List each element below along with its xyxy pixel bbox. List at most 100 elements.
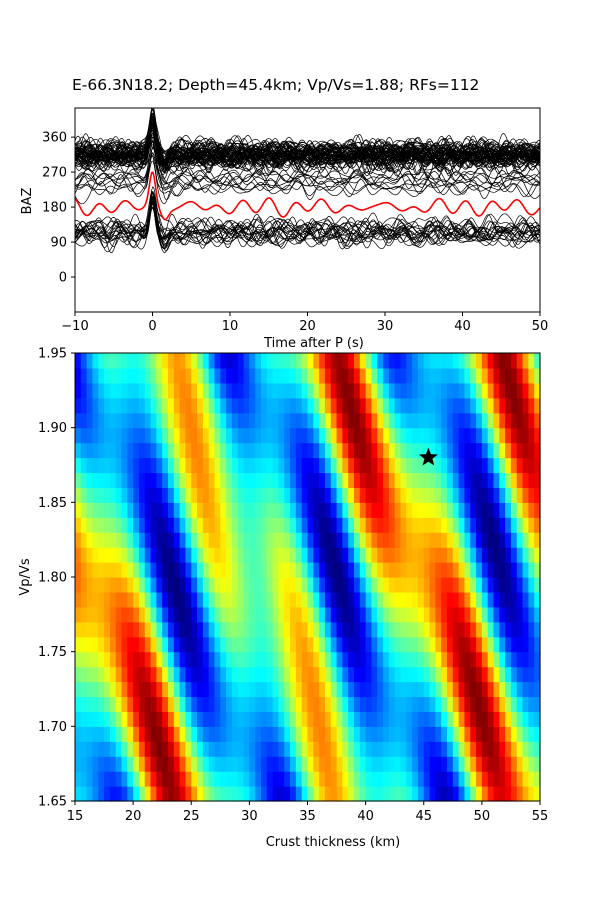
hk-heatmap-cell [150,741,157,757]
hk-heatmap-cell [133,651,140,668]
hk-heatmap-cell [237,726,245,742]
hk-heatmap-cell [481,427,489,444]
hk-heatmap-cell [336,367,343,384]
hk-heatmap-cell [86,382,94,399]
hk-heatmap-cell [336,651,343,668]
hk-heatmap-cell [458,412,466,429]
hk-heatmap-cell [400,517,407,533]
hk-heatmap-cell [133,681,140,698]
hk-heatmap-cell [261,591,268,608]
hk-heatmap-cell [173,517,181,533]
hk-heatmap-cell [80,606,88,623]
hk-heatmap-cell [470,711,477,727]
hk-heatmap-cell [476,427,483,444]
hk-heatmap-cell [441,353,448,369]
rf-y-tick-label: 270 [42,166,67,181]
hk-heatmap-cell [214,726,221,742]
hk-heatmap-cell [301,591,309,608]
hk-heatmap-cell [284,412,291,429]
hk-heatmap-cell [208,382,216,399]
hk-heatmap-cell [534,442,541,459]
hk-heatmap-cell [208,397,216,414]
hk-heatmap-cell [261,681,268,698]
hk-heatmap-cell [510,756,518,772]
hk-heatmap-cell [173,562,181,578]
hk-heatmap-cell [359,606,367,623]
hk-heatmap-cell [173,786,181,802]
hk-heatmap-cell [249,726,256,742]
hk-heatmap-cell [412,591,419,608]
hk-heatmap-cell [290,726,297,742]
hk-heatmap-cell [98,591,105,608]
hk-heatmap-cell [214,487,221,503]
hk-heatmap-cell [528,562,535,578]
hk-heatmap-cell [528,756,535,772]
hk-heatmap-cell [255,457,262,474]
hk-heatmap-cell [377,353,384,369]
hk-heatmap-cell [319,562,326,578]
hk-heatmap-cell [249,353,256,369]
hk-heatmap-cell [470,771,477,787]
hk-heatmap-cell [354,577,361,593]
hk-heatmap-cell [359,591,367,608]
hk-heatmap-cell [348,606,355,623]
hk-heatmap-cell [371,577,378,593]
hk-heatmap-cell [377,427,384,444]
hk-heatmap-cell [179,562,187,578]
hk-heatmap-cell [534,771,541,787]
hk-heatmap-cell [447,532,454,548]
hk-heatmap-cell [528,741,535,757]
hk-heatmap-cell [354,786,361,802]
hk-heatmap-cell [313,606,320,623]
hk-heatmap-cell [354,367,361,384]
hk-heatmap-cell [365,756,373,772]
hk-heatmap-cell [179,577,187,593]
hk-heatmap-cell [231,621,239,638]
hk-heatmap-cell [388,442,396,459]
hk-heatmap-cell [86,606,94,623]
hk-heatmap-cell [162,771,169,787]
hk-heatmap-cell [214,532,221,548]
hk-heatmap-cell [115,741,123,757]
hk-heatmap-cell [510,457,518,474]
hk-heatmap-cell [319,412,326,429]
hk-heatmap-cell [307,786,314,802]
hk-heatmap-cell [86,532,94,548]
hk-heatmap-cell [307,547,314,563]
hk-heatmap-cell [324,651,332,668]
hk-heatmap-cell [115,427,123,444]
hk-heatmap-cell [266,487,274,503]
hk-heatmap-cell [365,666,373,683]
hk-heatmap-cell [237,472,245,488]
hk-heatmap-cell [313,397,320,414]
hk-heatmap-cell [75,367,82,384]
hk-heatmap-cell [365,547,373,563]
hk-heatmap-cell [330,771,338,787]
rf-trace-line [75,141,540,172]
hk-heatmap-cell [127,382,134,399]
hk-heatmap-cell [173,651,181,668]
hk-heatmap-cell [284,472,291,488]
hk-heatmap-cell [237,532,245,548]
hk-heatmap-cell [336,397,343,414]
hk-heatmap-cell [359,681,367,698]
hk-heatmap-cell [476,756,483,772]
hk-heatmap-cell [168,741,175,757]
hk-heatmap-cell [301,636,309,653]
hk-heatmap-cell [493,786,500,802]
hk-heatmap-cell [487,562,495,578]
hk-heatmap-cell [365,382,373,399]
hk-heatmap-cell [354,532,361,548]
hk-heatmap-cell [412,517,419,533]
hk-heatmap-cell [162,517,169,533]
hk-heatmap-cell [342,397,349,414]
hk-heatmap-cell [278,427,285,444]
hk-heatmap-cell [313,786,320,802]
hk-heatmap-cell [493,367,500,384]
hk-heatmap-cell [109,353,117,369]
hk-heatmap-cell [301,771,309,787]
hk-heatmap-cell [388,696,396,712]
hk-heatmap-cell [522,397,529,414]
hk-heatmap-cell [458,442,466,459]
hk-heatmap-cell [197,412,204,429]
